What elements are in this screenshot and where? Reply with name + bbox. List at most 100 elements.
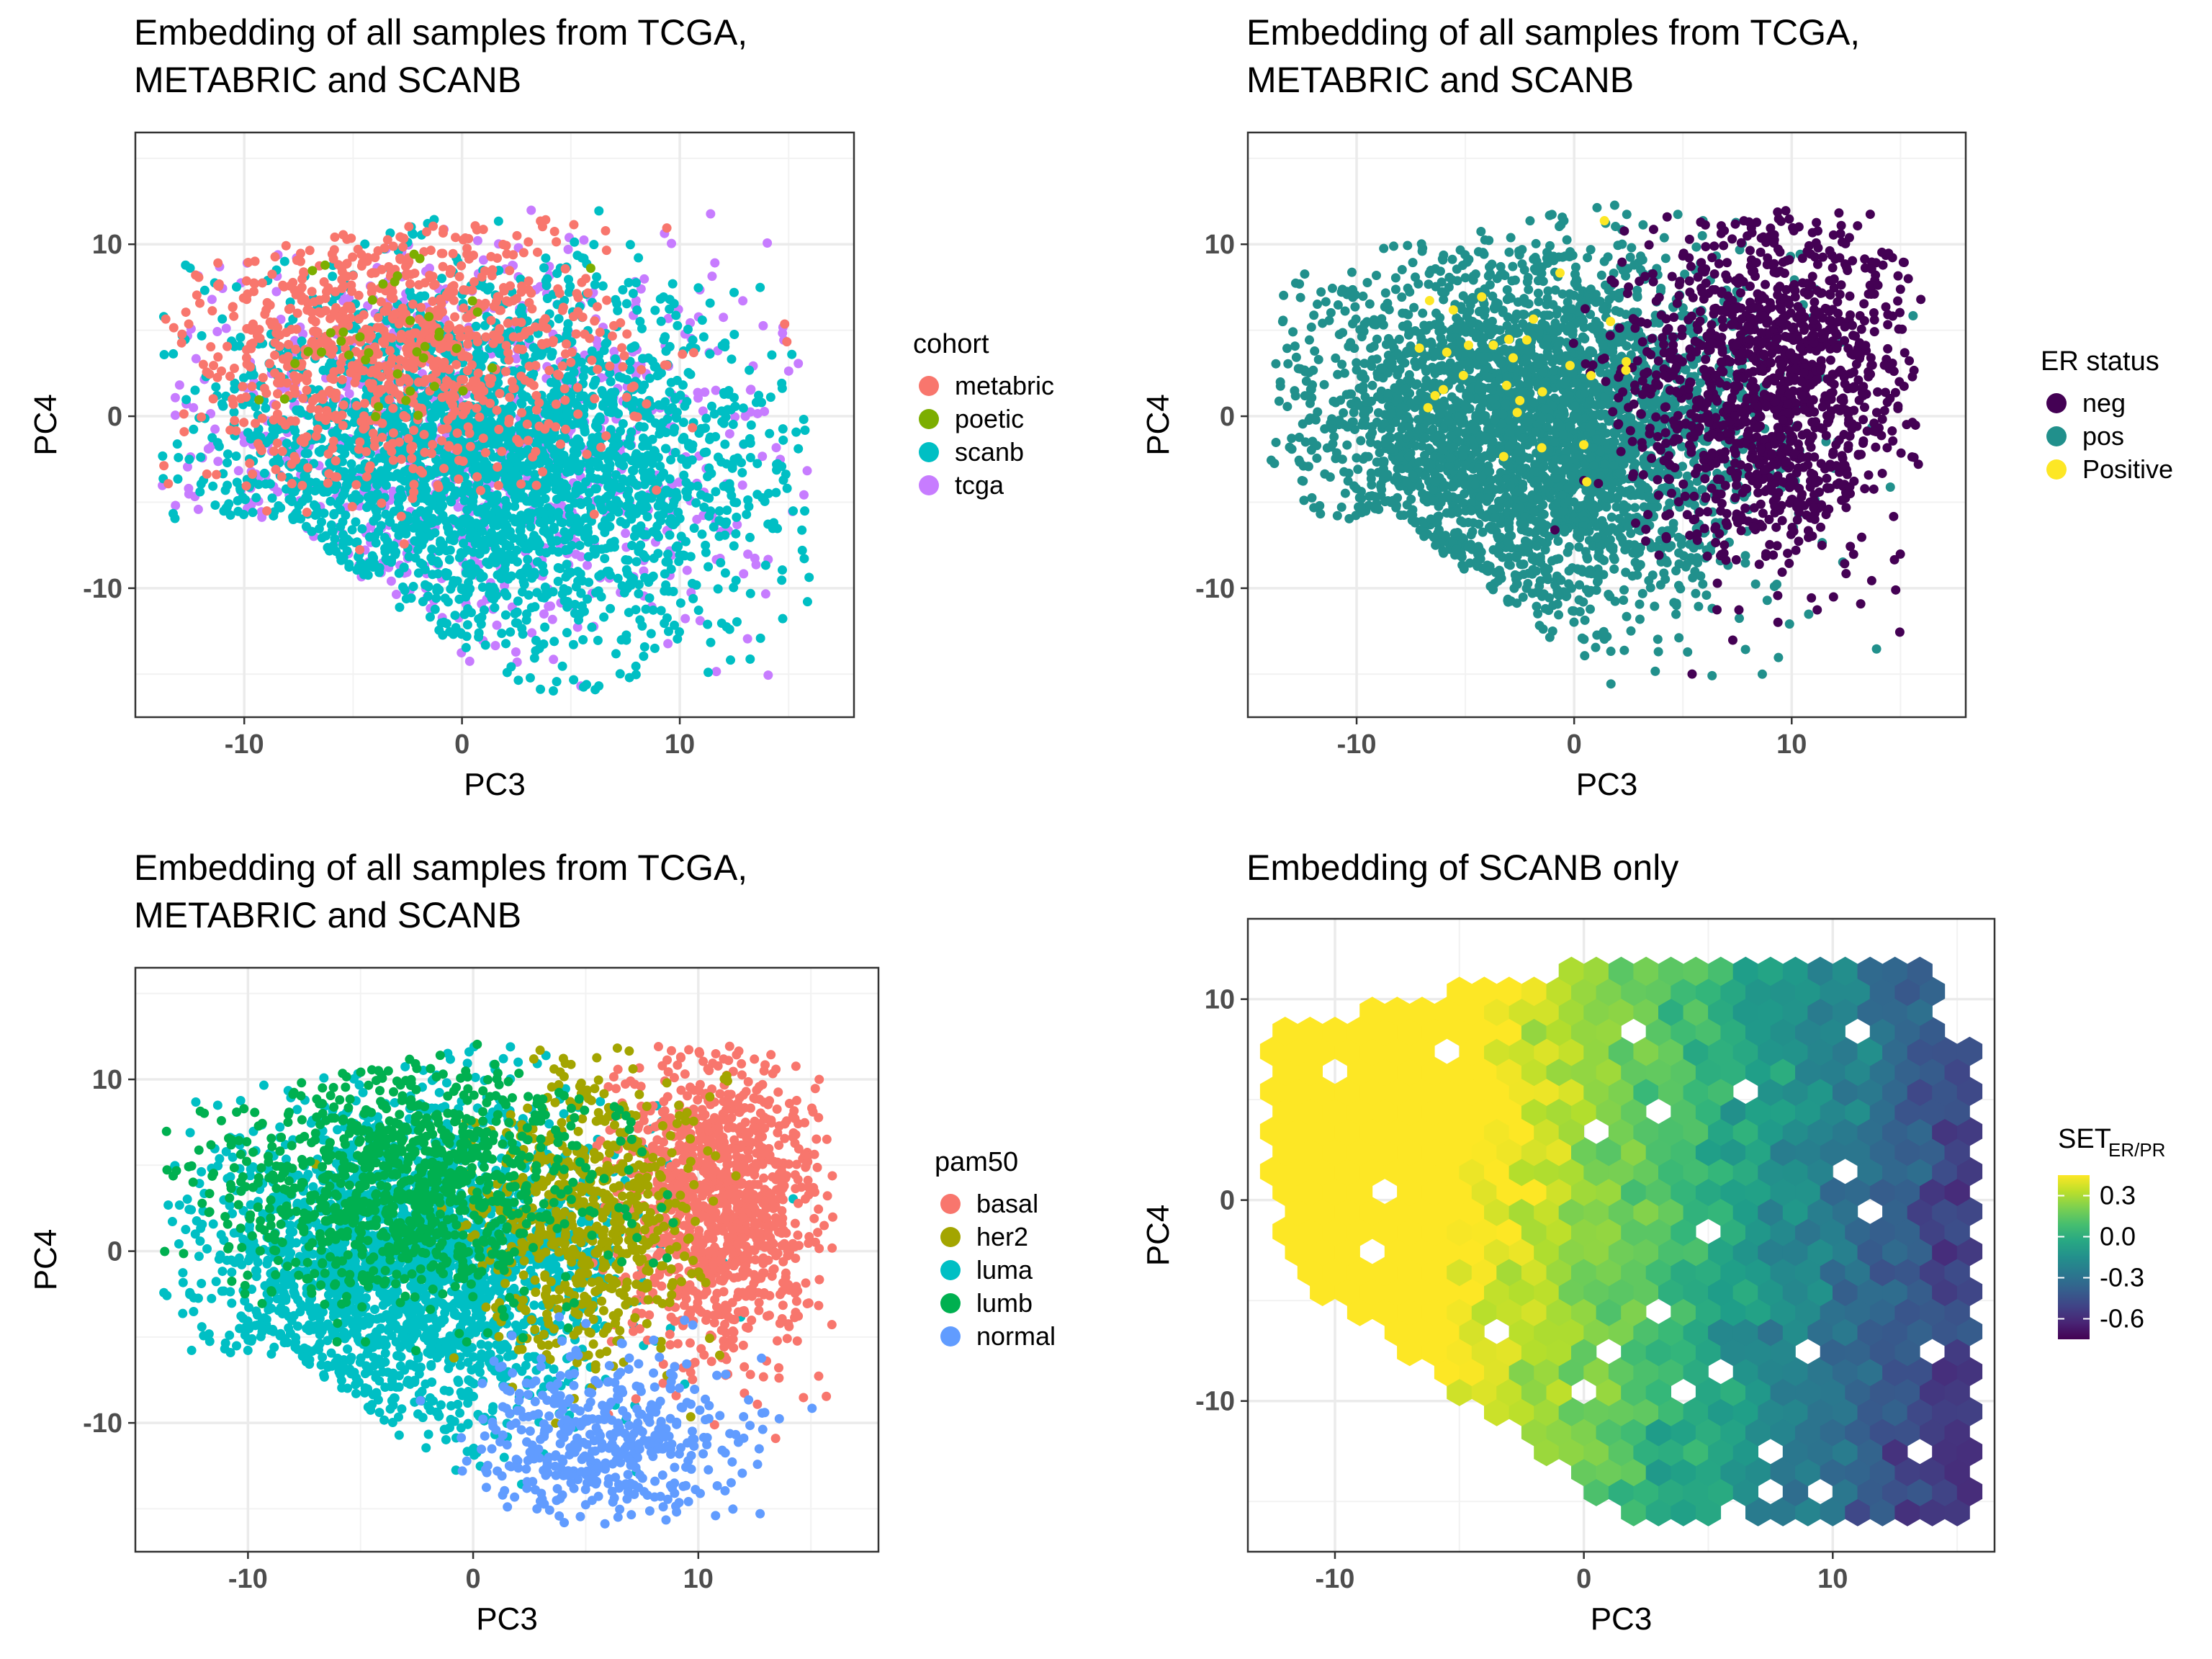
point-metabric — [246, 361, 256, 372]
point-scanb — [624, 608, 634, 618]
x-axis-label: PC3 — [464, 767, 526, 802]
point-metabric — [562, 339, 572, 349]
point-scanb — [599, 612, 609, 622]
point-scanb — [580, 427, 590, 437]
point-tcga — [760, 406, 770, 416]
point-metabric — [421, 374, 431, 385]
point-metabric — [397, 303, 408, 313]
point-tcga — [707, 271, 717, 282]
point-scanb — [646, 629, 656, 639]
point-scanb — [673, 320, 683, 331]
point-scanb — [235, 333, 246, 343]
point-metabric — [198, 359, 208, 369]
point-scanb — [172, 439, 182, 449]
point-metabric — [416, 302, 426, 313]
point-scanb — [638, 460, 648, 470]
point-scanb — [493, 570, 503, 580]
point-scanb — [480, 605, 490, 615]
point-metabric — [397, 315, 407, 325]
point-metabric — [184, 319, 194, 329]
point-scanb — [667, 519, 677, 529]
point-metabric — [370, 268, 380, 278]
point-scanb — [434, 546, 444, 556]
point-metabric — [473, 368, 483, 378]
point-tcga — [170, 410, 180, 421]
point-scanb — [454, 594, 464, 604]
point-scanb — [541, 276, 551, 286]
point-metabric — [473, 392, 483, 402]
point-metabric — [427, 320, 437, 330]
point-metabric — [241, 392, 251, 402]
point-scanb — [336, 444, 346, 454]
point-scanb — [502, 521, 512, 531]
point-poetic — [336, 336, 346, 346]
point-scanb — [745, 438, 755, 448]
point-tcga — [621, 529, 631, 539]
point-scanb — [297, 336, 307, 346]
legend-label-metabric: metabric — [955, 371, 1054, 400]
point-scanb — [693, 481, 703, 491]
point-pos — [1586, 245, 1596, 255]
point-scanb — [571, 582, 581, 592]
point-scanb — [319, 508, 329, 518]
point-scanb — [595, 500, 606, 510]
point-scanb — [451, 486, 461, 496]
point-scanb — [189, 424, 199, 434]
point-tcga — [743, 549, 753, 559]
point-scanb — [685, 369, 696, 379]
point-scanb — [721, 517, 732, 527]
point-scanb — [615, 669, 625, 679]
point-metabric — [247, 382, 257, 392]
point-metabric — [212, 372, 222, 382]
point-scanb — [314, 446, 324, 457]
point-metabric — [410, 269, 420, 279]
point-metabric — [361, 472, 372, 482]
point-scanb — [222, 458, 233, 468]
point-metabric — [662, 360, 672, 370]
legend-title: cohort — [913, 329, 989, 359]
point-scanb — [576, 357, 586, 367]
point-metabric — [566, 357, 576, 367]
point-tcga — [757, 451, 768, 462]
point-scanb — [506, 662, 516, 672]
point-scanb — [539, 263, 549, 273]
point-scanb — [653, 549, 663, 559]
point-poetic — [307, 266, 318, 276]
point-metabric — [386, 359, 396, 369]
point-scanb — [562, 628, 572, 638]
point-metabric — [229, 311, 239, 321]
point-metabric — [409, 480, 419, 490]
point-metabric — [580, 329, 590, 339]
point-metabric — [451, 233, 461, 243]
point-scanb — [717, 417, 727, 427]
point-scanb — [404, 552, 414, 562]
x-tick-label: 10 — [665, 729, 695, 760]
point-metabric — [359, 398, 369, 408]
point-poetic — [392, 271, 403, 281]
point-metabric — [464, 428, 475, 439]
point-metabric — [420, 327, 430, 337]
point-metabric — [369, 441, 379, 451]
point-metabric — [520, 375, 530, 385]
point-metabric — [437, 436, 447, 446]
point-scanb — [720, 568, 730, 578]
point-scanb — [371, 538, 381, 548]
point-scanb — [706, 506, 716, 516]
point-tcga — [738, 296, 748, 306]
point-tcga — [210, 424, 220, 434]
point-scanb — [634, 589, 644, 599]
point-scanb — [477, 583, 487, 593]
point-scanb — [672, 492, 682, 502]
point-scanb — [599, 346, 609, 356]
point-metabric — [493, 253, 503, 263]
point-metabric — [602, 295, 612, 305]
point-scanb — [587, 622, 597, 632]
point-scanb — [398, 582, 408, 592]
point-scanb — [706, 637, 716, 647]
point-scanb — [507, 402, 517, 412]
point-scanb — [248, 508, 258, 518]
point-scanb — [415, 558, 426, 568]
point-metabric — [481, 332, 491, 342]
point-scanb — [594, 571, 604, 581]
point-tcga — [174, 380, 184, 390]
